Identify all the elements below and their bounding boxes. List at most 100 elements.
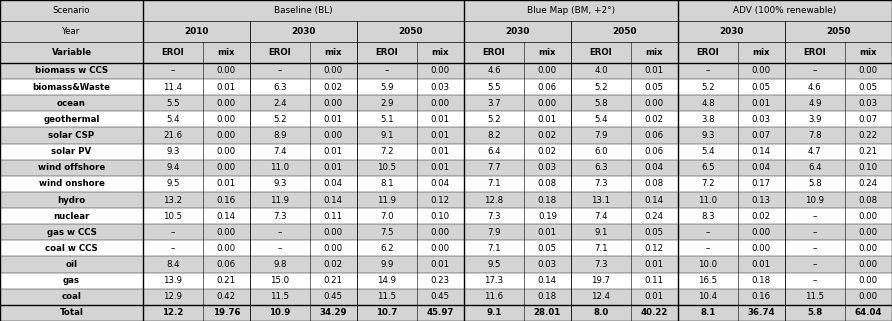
- Text: 0.02: 0.02: [538, 147, 557, 156]
- Text: 0.01: 0.01: [752, 99, 771, 108]
- Bar: [464, 176, 524, 192]
- Text: 10.4: 10.4: [698, 292, 717, 301]
- Bar: [0, 95, 143, 111]
- Bar: [524, 289, 571, 305]
- Text: 0.00: 0.00: [752, 66, 771, 75]
- Bar: [571, 240, 631, 256]
- Text: 19.76: 19.76: [212, 308, 240, 317]
- Bar: [357, 224, 417, 240]
- Text: solar CSP: solar CSP: [48, 131, 95, 140]
- Text: mix: mix: [432, 48, 450, 57]
- Bar: [845, 256, 892, 273]
- Bar: [845, 160, 892, 176]
- Bar: [250, 240, 310, 256]
- Text: 7.8: 7.8: [808, 131, 822, 140]
- Bar: [678, 160, 738, 176]
- Bar: [417, 208, 464, 224]
- Text: 9.1: 9.1: [594, 228, 607, 237]
- Text: 7.3: 7.3: [487, 212, 500, 221]
- Text: 16.5: 16.5: [698, 276, 717, 285]
- Bar: [785, 289, 845, 305]
- Bar: [310, 289, 357, 305]
- Bar: [0, 192, 143, 208]
- Bar: [310, 127, 357, 143]
- Text: 2050: 2050: [826, 27, 851, 36]
- Bar: [738, 192, 785, 208]
- Text: 7.9: 7.9: [594, 131, 607, 140]
- Bar: [357, 192, 417, 208]
- Text: 0.14: 0.14: [538, 276, 557, 285]
- Text: –: –: [706, 66, 710, 75]
- Text: 9.8: 9.8: [273, 260, 286, 269]
- Bar: [202, 240, 250, 256]
- Bar: [524, 160, 571, 176]
- Text: 2050: 2050: [399, 27, 423, 36]
- Bar: [143, 176, 202, 192]
- Text: 0.05: 0.05: [645, 82, 664, 91]
- Bar: [202, 273, 250, 289]
- Bar: [464, 143, 524, 160]
- Text: 4.6: 4.6: [808, 82, 822, 91]
- Text: 9.3: 9.3: [166, 147, 179, 156]
- Bar: [143, 224, 202, 240]
- Text: 0.01: 0.01: [645, 292, 664, 301]
- Text: 0.01: 0.01: [217, 179, 236, 188]
- Bar: [417, 240, 464, 256]
- Text: 0.08: 0.08: [859, 195, 878, 204]
- Bar: [357, 208, 417, 224]
- Text: 0.06: 0.06: [217, 260, 236, 269]
- Text: 0.21: 0.21: [217, 276, 236, 285]
- Text: 9.4: 9.4: [166, 163, 179, 172]
- Text: 5.9: 5.9: [380, 82, 393, 91]
- Text: 0.04: 0.04: [645, 163, 664, 172]
- Text: 0.06: 0.06: [538, 82, 557, 91]
- Bar: [571, 95, 631, 111]
- Text: 0.03: 0.03: [752, 115, 771, 124]
- Text: 5.8: 5.8: [807, 308, 822, 317]
- Text: 5.4: 5.4: [701, 147, 714, 156]
- Bar: [357, 63, 417, 79]
- Text: 0.05: 0.05: [645, 228, 664, 237]
- Bar: [417, 111, 464, 127]
- Bar: [143, 127, 202, 143]
- Text: 7.5: 7.5: [380, 228, 393, 237]
- Bar: [357, 256, 417, 273]
- Text: Year: Year: [62, 27, 80, 36]
- Bar: [785, 192, 845, 208]
- Bar: [0, 305, 892, 321]
- Bar: [417, 143, 464, 160]
- Bar: [524, 176, 571, 192]
- Bar: [0, 143, 143, 160]
- Text: 11.0: 11.0: [698, 195, 717, 204]
- Bar: [202, 192, 250, 208]
- Bar: [143, 95, 202, 111]
- Bar: [785, 273, 845, 289]
- Bar: [738, 160, 785, 176]
- Bar: [0, 289, 143, 305]
- Bar: [310, 273, 357, 289]
- Bar: [464, 256, 524, 273]
- Bar: [202, 127, 250, 143]
- Text: 21.6: 21.6: [163, 131, 183, 140]
- Bar: [417, 63, 464, 79]
- Bar: [678, 111, 738, 127]
- Bar: [738, 111, 785, 127]
- Text: 0.00: 0.00: [217, 66, 236, 75]
- Text: 45.97: 45.97: [426, 308, 454, 317]
- Bar: [464, 63, 524, 79]
- Text: 0.00: 0.00: [324, 228, 343, 237]
- Bar: [738, 63, 785, 79]
- Text: 11.5: 11.5: [270, 292, 290, 301]
- Bar: [785, 160, 845, 176]
- Text: 0.01: 0.01: [431, 131, 450, 140]
- Bar: [310, 79, 357, 95]
- Text: 5.5: 5.5: [487, 82, 500, 91]
- Text: EROI: EROI: [697, 48, 719, 57]
- Bar: [845, 208, 892, 224]
- Text: 0.00: 0.00: [217, 99, 236, 108]
- Text: 0.02: 0.02: [324, 260, 343, 269]
- Text: 0.03: 0.03: [859, 99, 878, 108]
- Text: 0.00: 0.00: [431, 244, 450, 253]
- Text: 7.3: 7.3: [273, 212, 286, 221]
- Text: 0.05: 0.05: [538, 244, 557, 253]
